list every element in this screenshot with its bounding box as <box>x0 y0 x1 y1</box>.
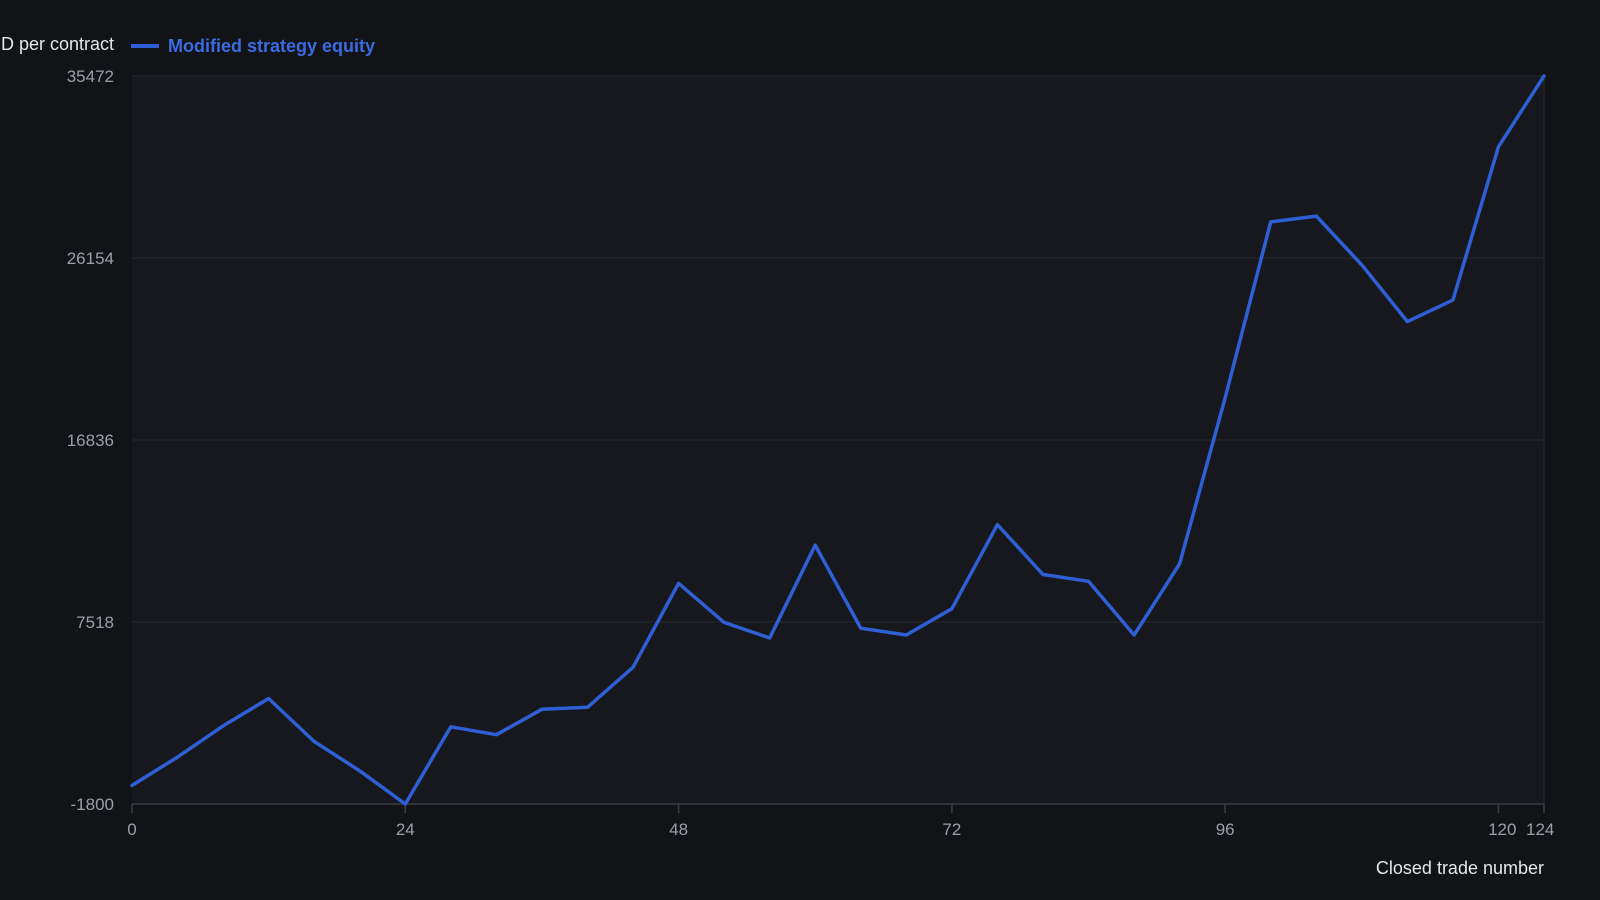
y-tick-label: 26154 <box>67 249 114 268</box>
x-axis-label: Closed trade number <box>1376 858 1544 878</box>
y-tick-label: 35472 <box>67 67 114 86</box>
y-tick-label: 16836 <box>67 431 114 450</box>
x-tick-label: 124 <box>1526 820 1554 839</box>
y-tick-label: -1800 <box>71 795 114 814</box>
x-tick-label: 0 <box>127 820 136 839</box>
x-tick-label: 24 <box>396 820 415 839</box>
y-axis-label: D per contract <box>1 34 114 54</box>
x-tick-label: 72 <box>942 820 961 839</box>
x-tick-label: 96 <box>1216 820 1235 839</box>
x-tick-label: 48 <box>669 820 688 839</box>
y-tick-label: 7518 <box>76 613 114 632</box>
series-line-0 <box>130 74 1546 806</box>
legend-label: Modified strategy equity <box>168 36 375 56</box>
x-tick-label: 120 <box>1488 820 1516 839</box>
